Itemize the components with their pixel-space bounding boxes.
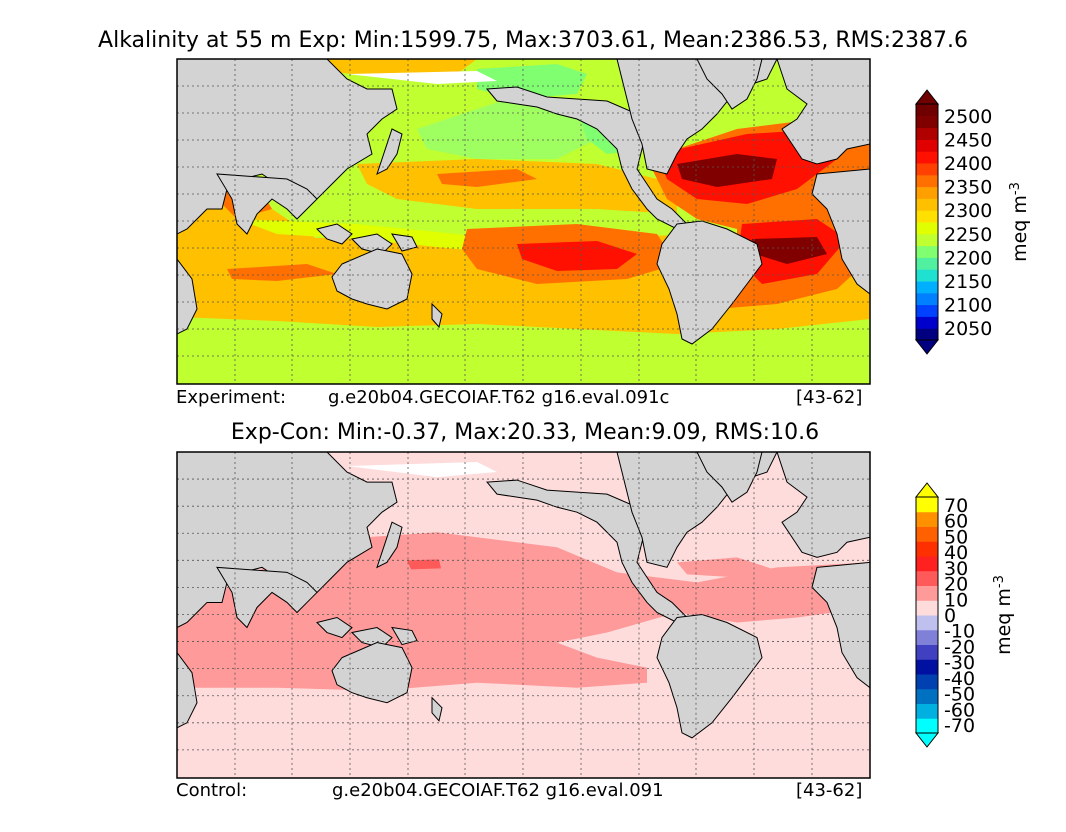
colorbar-top-swatch (916, 269, 938, 282)
colorbar-top-tick-label: 2300 (944, 200, 992, 222)
colorbar-top-swatch (916, 222, 938, 235)
colorbar-bottom-tick-label: -20 (944, 636, 975, 658)
colorbar-top-tick-label: 2250 (944, 224, 992, 246)
colorbar-top-tick-label: 2500 (944, 106, 992, 128)
colorbar-bottom-swatch (916, 629, 938, 645)
colorbar-bottom-tick-label: 70 (944, 495, 968, 517)
contour-2350-north (357, 159, 677, 214)
diff-10-20 (177, 532, 870, 691)
colorbar-bottom-swatch (916, 659, 938, 675)
colorbar-top-swatch (916, 104, 938, 117)
colorbar-top-swatch (916, 233, 938, 247)
colorbar-bottom-units: meq m-3 (992, 575, 1016, 655)
experiment-label: Experiment: (176, 387, 287, 408)
contour-2500-north-atlantic (677, 154, 777, 187)
colorbar-bottom-tick-label: 60 (944, 511, 968, 533)
colorbar-bottom-swatch (916, 674, 938, 690)
colorbar-top-swatch (916, 328, 938, 341)
colorbar-bottom-swatch (916, 511, 938, 527)
colorbar-bottom-swatch (916, 556, 938, 572)
colorbar-top-extend-max (914, 89, 940, 105)
colorbar-bottom-tick-label: 10 (944, 589, 968, 611)
colorbar-top-tick-label: 2350 (944, 177, 992, 199)
colorbar-top-tick-label: 2050 (944, 318, 992, 340)
colorbar-top-swatch (916, 292, 938, 306)
colorbar-top-swatch (916, 198, 938, 211)
bottom-panel-title: Exp-Con: Min:-0.37, Max:20.33, Mean:9.09… (230, 420, 820, 445)
colorbar-bottom-extend-min (914, 732, 940, 748)
top-panel-title: Alkalinity at 55 m Exp: Min:1599.75, Max… (98, 28, 968, 53)
colorbar-bottom-tick-label: -70 (944, 715, 975, 737)
contour-2400-indian (227, 264, 337, 281)
colorbar-bottom-tick-label: 30 (944, 558, 968, 580)
colorbar-bottom-tick-label: -30 (944, 652, 975, 674)
colorbar-top-swatch (916, 139, 938, 152)
colorbar-bottom-tick-label: 0 (944, 605, 956, 627)
control-label: Control: (176, 780, 248, 801)
colorbar-bottom-tick-label: -60 (944, 699, 975, 721)
colorbar-top-swatch (916, 210, 938, 223)
colorbar-top-tick-label: 2400 (944, 153, 992, 175)
experiment-years: [43-62] (796, 387, 863, 408)
colorbar-top-extend-min (914, 339, 940, 355)
colorbar-bottom-swatch (916, 600, 938, 616)
colorbar-top-swatch (916, 257, 938, 270)
colorbar-top-units: meq m-3 (1008, 182, 1032, 262)
colorbar-top-swatch (916, 281, 938, 294)
control-run-name: g.e20b04.GECOIAF.T62 g16.eval.091 (332, 780, 664, 801)
colorbar-top-tick-label: 2200 (944, 247, 992, 269)
colorbar-bottom-swatch (916, 497, 938, 513)
bottom-map (177, 452, 870, 778)
colorbar-bottom-swatch (916, 718, 938, 734)
colorbar-top-swatch (916, 163, 938, 176)
diff-10-20-caribbean (677, 557, 777, 578)
colorbar-bottom-swatch (916, 644, 938, 660)
colorbar-bottom-swatch (916, 526, 938, 542)
contour-2400-north-pacific (437, 169, 537, 187)
colorbar-bottom-tick-label: 20 (944, 574, 968, 596)
diff-20-30 (407, 559, 441, 570)
colorbar-bottom-swatch (916, 570, 938, 586)
ice-mask (347, 71, 497, 84)
contour-2275 (417, 99, 597, 159)
colorbar-top-swatch (916, 174, 938, 188)
colorbar-top-frame (915, 103, 939, 341)
colorbar-top-tick-label: 2150 (944, 271, 992, 293)
colorbar-bottom-extend-max (914, 482, 940, 498)
colorbar-bottom-tick-label: -50 (944, 684, 975, 706)
top-map (177, 59, 870, 384)
bottom-map-frame (176, 451, 871, 779)
top-map-frame (176, 58, 871, 385)
colorbar-top-swatch (916, 316, 938, 329)
colorbar-bottom-swatch (916, 615, 938, 631)
colorbar-bottom-swatch (916, 585, 938, 601)
top-colorbar: 2050210021502200225023002350240024502500… (914, 89, 1032, 355)
colorbar-bottom-tick-label: 40 (944, 542, 968, 564)
control-years: [43-62] (796, 780, 863, 801)
colorbar-top-swatch (916, 304, 938, 317)
experiment-run-name: g.e20b04.GECOIAF.T62 g16.eval.091c (328, 387, 670, 408)
colorbar-top-swatch (916, 115, 938, 129)
colorbar-top-tick-label: 2100 (944, 295, 992, 317)
colorbar-top-swatch (916, 245, 938, 258)
colorbar-bottom-frame (915, 496, 939, 734)
ice-mask-bottom (347, 462, 497, 478)
colorbar-top-swatch (916, 127, 938, 140)
colorbar-bottom-swatch (916, 688, 938, 704)
colorbar-bottom-tick-label: 50 (944, 526, 968, 548)
contour-2450-south-pacific (517, 241, 637, 271)
colorbar-bottom-tick-label: -10 (944, 621, 975, 643)
colorbar-top-swatch (916, 186, 938, 199)
colorbar-bottom-swatch (916, 541, 938, 557)
colorbar-bottom-tick-label: -40 (944, 668, 975, 690)
colorbar-top-tick-label: 2450 (944, 129, 992, 151)
contour-2500-south-atlantic (752, 237, 827, 264)
colorbar-bottom-swatch (916, 703, 938, 719)
colorbar-top-swatch (916, 151, 938, 164)
